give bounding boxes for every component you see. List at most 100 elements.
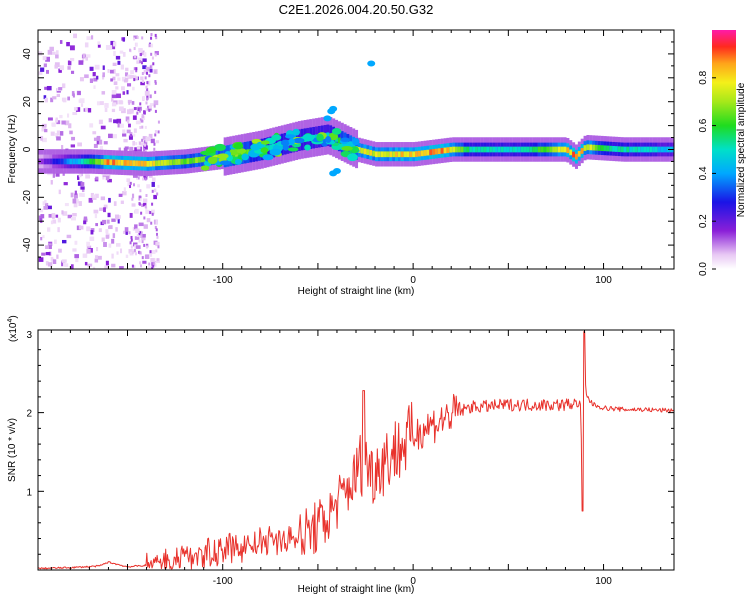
noise-speckle xyxy=(142,65,147,70)
colorbar-label: Normalized spectral amplitude xyxy=(736,82,747,217)
snr-x-label: Height of straight line (km) xyxy=(298,584,415,595)
noise-speckle xyxy=(139,198,142,202)
ridge-blob xyxy=(234,158,242,165)
noise-speckle xyxy=(143,140,146,144)
noise-speckle xyxy=(85,57,89,61)
spectrogram-image xyxy=(38,33,674,269)
noise-speckle xyxy=(43,95,47,100)
noise-speckle xyxy=(141,72,144,76)
noise-speckle xyxy=(103,141,108,145)
noise-speckle xyxy=(122,129,126,134)
noise-speckle xyxy=(155,219,158,225)
ridge-core xyxy=(649,146,653,153)
ridge-core xyxy=(120,159,124,166)
noise-speckle xyxy=(113,201,117,206)
noise-speckle xyxy=(93,143,98,148)
noise-speckle xyxy=(129,48,132,52)
noise-speckle xyxy=(153,104,156,108)
noise-speckle xyxy=(86,245,92,251)
noise-speckle xyxy=(59,40,63,44)
ridge-blob xyxy=(282,144,290,151)
noise-speckle xyxy=(148,43,154,48)
noise-speckle xyxy=(62,239,67,244)
noise-speckle xyxy=(81,188,85,193)
noise-speckle xyxy=(146,97,149,101)
noise-speckle xyxy=(55,50,59,55)
ridge-core xyxy=(69,158,73,165)
ridge-core xyxy=(135,160,139,167)
noise-speckle xyxy=(145,193,148,197)
noise-speckle xyxy=(103,242,107,247)
noise-speckle xyxy=(56,93,61,97)
ridge-core xyxy=(166,159,170,166)
noise-speckle xyxy=(144,177,147,181)
noise-speckle xyxy=(151,181,155,187)
noise-speckle xyxy=(149,68,153,73)
noise-speckle xyxy=(134,236,140,240)
noise-speckle xyxy=(89,123,94,128)
noise-speckle xyxy=(87,108,92,113)
x-tick-label: -100 xyxy=(213,275,233,286)
noise-speckle xyxy=(80,186,85,190)
ridge-blob xyxy=(217,153,229,159)
noise-speckle xyxy=(56,254,59,259)
ridge-core xyxy=(186,158,190,165)
x-tick-label: 100 xyxy=(595,275,612,286)
ridge-core xyxy=(623,146,627,153)
noise-speckle xyxy=(149,253,153,257)
noise-speckle xyxy=(122,37,125,42)
ridge-blob xyxy=(304,144,311,151)
colorbar-tick-label: 0.0 xyxy=(698,262,709,276)
noise-speckle xyxy=(154,133,157,137)
noise-speckle xyxy=(130,235,133,239)
noise-speckle xyxy=(146,80,151,86)
noise-speckle xyxy=(133,76,138,80)
noise-speckle xyxy=(108,118,112,123)
noise-speckle xyxy=(150,221,153,225)
noise-speckle xyxy=(143,96,146,100)
noise-speckle xyxy=(78,172,82,178)
noise-speckle xyxy=(137,57,142,62)
noise-speckle xyxy=(50,97,54,103)
noise-speckle xyxy=(46,69,49,74)
noise-speckle xyxy=(98,228,102,233)
noise-speckle xyxy=(130,245,133,249)
ridge-core xyxy=(163,159,167,166)
noise-speckle xyxy=(45,261,49,266)
ridge-core xyxy=(375,151,379,158)
ridge-core xyxy=(500,146,504,153)
noise-speckle xyxy=(137,108,140,112)
noise-speckle xyxy=(108,133,113,139)
ridge-core xyxy=(523,146,527,153)
snr-multiplier-exponent: 4 xyxy=(7,319,14,323)
noise-speckle xyxy=(108,197,111,203)
ridge-core xyxy=(632,146,636,153)
noise-speckle xyxy=(155,232,158,236)
ridge-core xyxy=(612,145,616,152)
noise-speckle xyxy=(150,36,153,40)
noise-speckle xyxy=(47,205,52,210)
ridge-core xyxy=(463,146,467,153)
noise-speckle xyxy=(61,261,65,267)
noise-speckle xyxy=(124,227,129,232)
ridge-blob xyxy=(207,156,218,164)
ridge-blob xyxy=(262,154,274,161)
noise-speckle xyxy=(111,97,114,102)
noise-speckle xyxy=(86,36,91,41)
noise-speckle xyxy=(150,249,156,254)
noise-speckle xyxy=(116,93,121,99)
noise-speckle xyxy=(98,119,103,125)
noise-speckle xyxy=(111,263,116,268)
ridge-core xyxy=(337,137,341,144)
noise-speckle xyxy=(135,245,141,249)
noise-speckle xyxy=(75,107,81,112)
noise-speckle xyxy=(150,257,155,263)
noise-speckle xyxy=(133,107,137,111)
noise-speckle xyxy=(140,211,143,215)
noise-speckle xyxy=(94,258,99,263)
noise-speckle xyxy=(45,251,51,256)
noise-speckle xyxy=(96,75,99,80)
noise-speckle xyxy=(62,97,67,103)
ridge-core xyxy=(532,146,536,153)
noise-speckle xyxy=(125,230,128,235)
